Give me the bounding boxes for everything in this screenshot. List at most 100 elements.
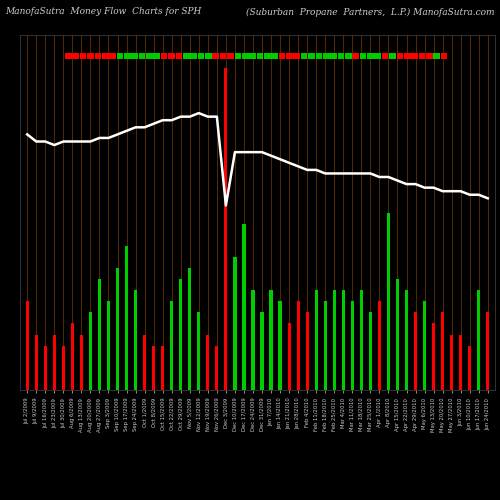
Bar	[168, 53, 175, 59]
Bar	[87, 53, 94, 59]
Bar	[152, 346, 155, 390]
Bar	[405, 290, 408, 390]
Bar	[188, 268, 192, 390]
Bar	[198, 53, 204, 59]
Bar	[161, 53, 168, 59]
Bar	[352, 53, 359, 59]
Bar	[107, 301, 110, 390]
Bar	[34, 334, 38, 390]
Bar	[434, 53, 440, 59]
Bar	[396, 53, 403, 59]
Bar	[378, 301, 381, 390]
Bar	[342, 290, 345, 390]
Bar	[227, 53, 234, 59]
Bar	[224, 68, 228, 390]
Bar	[264, 53, 270, 59]
Bar	[418, 53, 426, 59]
Bar	[250, 53, 256, 59]
Bar	[116, 268, 119, 390]
Bar	[256, 53, 263, 59]
Text: (Suburban  Propane  Partners,  L.P.) ManofaSutra.com: (Suburban Propane Partners, L.P.) Manofa…	[246, 8, 495, 16]
Bar	[272, 53, 278, 59]
Bar	[323, 53, 330, 59]
Bar	[197, 312, 200, 390]
Bar	[125, 246, 128, 390]
Bar	[65, 53, 71, 59]
Bar	[170, 301, 173, 390]
Bar	[306, 312, 308, 390]
Bar	[441, 53, 448, 59]
Bar	[278, 53, 285, 59]
Bar	[396, 279, 399, 390]
Text: ManofaSutra  Money Flow  Charts for SPH: ManofaSutra Money Flow Charts for SPH	[5, 8, 202, 16]
Bar	[294, 53, 300, 59]
Bar	[286, 53, 292, 59]
Bar	[486, 312, 490, 390]
Bar	[179, 279, 182, 390]
Bar	[301, 53, 308, 59]
Bar	[80, 334, 83, 390]
Bar	[89, 312, 92, 390]
Bar	[132, 53, 138, 59]
Bar	[459, 334, 462, 390]
Bar	[387, 212, 390, 390]
Bar	[314, 290, 318, 390]
Bar	[110, 53, 116, 59]
Bar	[389, 53, 396, 59]
Bar	[26, 301, 29, 390]
Bar	[338, 53, 344, 59]
Bar	[242, 53, 248, 59]
Bar	[316, 53, 322, 59]
Bar	[432, 324, 435, 390]
Bar	[138, 53, 145, 59]
Bar	[116, 53, 123, 59]
Bar	[102, 53, 108, 59]
Bar	[176, 53, 182, 59]
Bar	[206, 334, 210, 390]
Bar	[412, 53, 418, 59]
Bar	[374, 53, 381, 59]
Bar	[146, 53, 152, 59]
Bar	[71, 324, 74, 390]
Bar	[367, 53, 374, 59]
Bar	[324, 301, 327, 390]
Bar	[124, 53, 130, 59]
Bar	[154, 53, 160, 59]
Bar	[360, 53, 366, 59]
Bar	[360, 290, 363, 390]
Bar	[450, 334, 453, 390]
Bar	[423, 301, 426, 390]
Bar	[98, 279, 101, 390]
Bar	[72, 53, 79, 59]
Bar	[382, 53, 388, 59]
Bar	[332, 290, 336, 390]
Bar	[278, 301, 281, 390]
Bar	[414, 312, 417, 390]
Bar	[296, 301, 300, 390]
Bar	[216, 346, 218, 390]
Bar	[260, 312, 264, 390]
Bar	[234, 53, 241, 59]
Bar	[143, 334, 146, 390]
Bar	[190, 53, 197, 59]
Bar	[468, 346, 471, 390]
Bar	[52, 334, 56, 390]
Bar	[252, 290, 254, 390]
Bar	[330, 53, 337, 59]
Bar	[441, 312, 444, 390]
Bar	[270, 290, 272, 390]
Bar	[242, 224, 246, 390]
Bar	[183, 53, 190, 59]
Bar	[212, 53, 219, 59]
Bar	[134, 290, 137, 390]
Bar	[80, 53, 86, 59]
Bar	[369, 312, 372, 390]
Bar	[404, 53, 410, 59]
Bar	[220, 53, 226, 59]
Bar	[94, 53, 101, 59]
Bar	[477, 290, 480, 390]
Bar	[350, 301, 354, 390]
Bar	[161, 346, 164, 390]
Bar	[234, 257, 236, 390]
Bar	[308, 53, 315, 59]
